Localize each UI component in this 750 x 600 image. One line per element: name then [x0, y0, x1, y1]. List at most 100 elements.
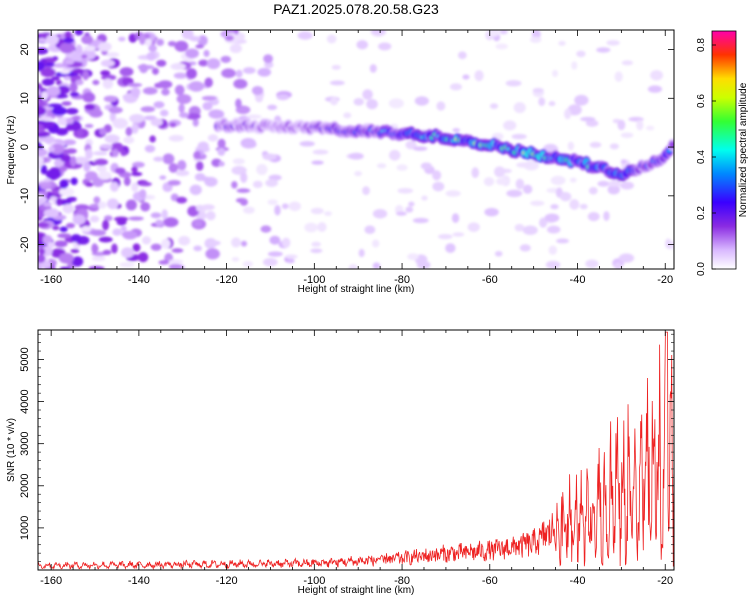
snr-x-tick-label: -80	[394, 575, 410, 587]
heatmap-noise-cell	[140, 106, 156, 113]
spectrogram-y-tick-label: -20	[19, 237, 31, 253]
heatmap-noise-cell	[405, 206, 414, 213]
heatmap-noise-cell	[514, 223, 525, 232]
heatmap-noise-cell	[129, 113, 145, 124]
heatmap-noise-cell	[159, 175, 167, 180]
heatmap-noise-cell	[144, 38, 152, 47]
spectrogram-y-tick-label: 10	[19, 92, 31, 104]
heatmap-noise-cell	[168, 263, 183, 269]
heatmap-noise-cell	[274, 204, 281, 216]
heatmap-noise-cell	[38, 47, 49, 55]
heatmap-noise-cell	[131, 182, 139, 193]
heatmap-noise-cell	[438, 234, 453, 240]
heatmap-noise-cell	[43, 208, 60, 218]
heatmap-noise-cell	[59, 266, 71, 269]
heatmap-noise-cell	[137, 252, 149, 263]
heatmap-noise-cell	[178, 103, 185, 114]
heatmap-noise-cell	[38, 222, 50, 228]
heatmap-noise-cell	[564, 108, 572, 120]
heatmap-noise-cell	[589, 141, 602, 148]
snr-y-tick-label: 4000	[19, 389, 31, 413]
heatmap-noise-cell	[205, 210, 216, 221]
heatmap-noise-cell	[620, 159, 627, 165]
heatmap-noise-cell	[607, 184, 620, 195]
heatmap-noise-cell	[168, 163, 179, 173]
heatmap-noise-cell	[203, 49, 210, 58]
heatmap-noise-cell	[38, 106, 47, 116]
heatmap-noise-cell	[412, 217, 429, 224]
heatmap-noise-cell	[45, 34, 59, 46]
heatmap-noise-cell	[38, 101, 48, 107]
heatmap-noise-cell	[47, 121, 55, 128]
heatmap-noise-cell	[263, 54, 273, 64]
spectrogram-y-axis-label: Frequency (Hz)	[6, 116, 17, 185]
heatmap-noise-cell	[61, 101, 72, 106]
heatmap-noise-cell	[90, 229, 107, 237]
heatmap-noise-cell	[144, 145, 156, 153]
figure-title: PAZ1.2025.078.20.58.G23	[273, 1, 439, 17]
colorbar-tick-label: 0.0	[696, 262, 707, 276]
heatmap-noise-cell	[522, 184, 533, 194]
snr-y-axis-label: SNR (10 * v/v)	[6, 418, 17, 482]
heatmap-noise-cell	[240, 172, 248, 183]
heatmap-noise-cell	[217, 147, 226, 156]
heatmap-noise-cell	[74, 30, 84, 36]
heatmap-noise-cell	[221, 68, 236, 79]
heatmap-noise-cell	[208, 109, 225, 119]
heatmap-noise-cell	[620, 181, 635, 190]
heatmap-noise-cell	[494, 250, 503, 257]
heatmap-noise-cell	[38, 199, 42, 207]
heatmap-noise-cell	[179, 112, 190, 118]
heatmap-noise-cell	[574, 94, 589, 106]
heatmap-noise-cell	[366, 99, 378, 110]
heatmap-noise-cell	[62, 203, 74, 214]
heatmap-noise-cell	[515, 178, 525, 190]
heatmap-noise-cell	[188, 81, 205, 92]
heatmap-noise-cell	[539, 217, 548, 228]
heatmap-noise-cell	[119, 67, 134, 77]
heatmap-noise-cell	[204, 77, 213, 88]
heatmap-noise-cell	[242, 140, 257, 149]
heatmap-noise-cell	[59, 226, 68, 233]
heatmap-noise-cell	[128, 216, 144, 221]
snr-x-axis-label: Height of straight line (km)	[298, 585, 415, 596]
heatmap-noise-cell	[100, 59, 115, 67]
heatmap-noise-cell	[175, 169, 190, 177]
heatmap-noise-cell	[81, 54, 88, 59]
heatmap-noise-cell	[38, 120, 47, 125]
heatmap-noise-cell	[229, 43, 242, 54]
heatmap-noise-cell	[408, 201, 415, 207]
heatmap-noise-cell	[176, 94, 192, 104]
heatmap-noise-cell	[88, 266, 105, 269]
heatmap-noise-cell	[496, 177, 508, 186]
heatmap-noise-cell	[597, 180, 610, 187]
heatmap-noise-cell	[43, 201, 52, 207]
heatmap-noise-cell	[193, 245, 202, 252]
spectrogram-y-tick-label: 20	[19, 43, 31, 55]
heatmap-noise-cell	[46, 86, 61, 97]
heatmap-noise-cell	[152, 67, 159, 75]
snr-panel: -160 -140 -120 -100 -80 -60 -40 -20 1000 2000 300…	[6, 329, 675, 596]
heatmap-noise-cell	[665, 238, 672, 249]
heatmap-noise-cell	[64, 31, 72, 39]
colorbar-tick-label: 0.2	[696, 206, 707, 220]
heatmap-noise-cell	[38, 37, 47, 43]
heatmap-noise-cell	[65, 59, 75, 65]
heatmap-noise-cell	[186, 68, 197, 80]
heatmap-noise-cell	[196, 211, 207, 221]
heatmap-noise-cell	[567, 104, 582, 116]
heatmap-noise-cell	[312, 149, 329, 155]
heatmap-noise-cell	[458, 51, 467, 60]
heatmap-noise-cell	[40, 260, 52, 269]
heatmap-noise-cell	[516, 162, 532, 168]
heatmap-noise-cell	[544, 213, 560, 223]
snr-y-tick-label: 3000	[19, 431, 31, 455]
heatmap-noise-cell	[118, 36, 126, 42]
heatmap-noise-cell	[198, 59, 209, 67]
heatmap-noise-cell	[265, 179, 279, 187]
heatmap-noise-cell	[304, 222, 318, 233]
heatmap-noise-cell	[636, 119, 644, 131]
heatmap-noise-cell	[141, 236, 152, 245]
heatmap-noise-cell	[125, 199, 137, 211]
heatmap-noise-cell	[407, 253, 419, 261]
